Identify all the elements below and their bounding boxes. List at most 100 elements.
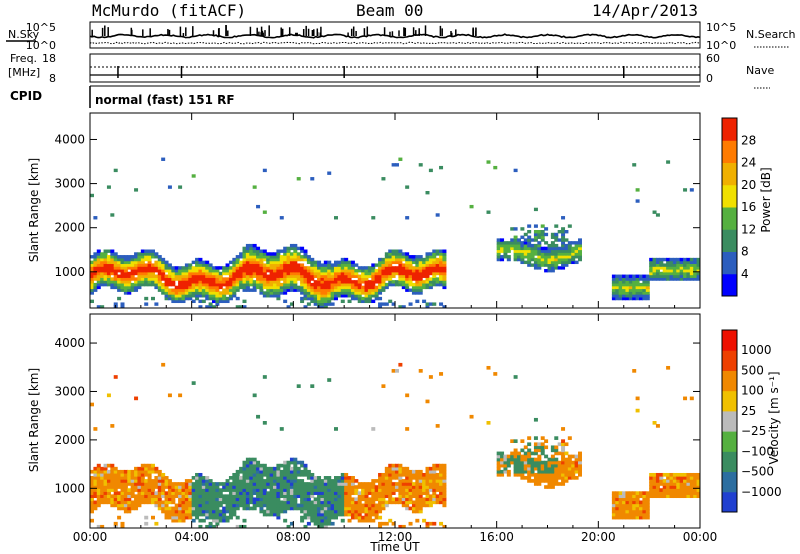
velocity-cell <box>212 482 216 486</box>
power-cell <box>323 269 328 273</box>
power-cell <box>540 246 545 251</box>
velocity-cell <box>303 472 308 477</box>
power-cell <box>296 288 301 292</box>
power-cell <box>672 269 677 273</box>
power-cell <box>540 224 545 228</box>
power-cell <box>293 263 298 267</box>
power-cell <box>652 274 657 278</box>
velocity-cell <box>391 466 396 471</box>
power-cell <box>157 266 162 270</box>
velocity-cell <box>144 497 149 502</box>
power-cell <box>405 260 410 265</box>
power-cell <box>232 263 237 267</box>
velocity-cell <box>130 503 135 508</box>
velocity-cell <box>259 466 264 471</box>
velocity-cell <box>188 515 193 520</box>
velocity-cell <box>259 472 264 477</box>
power-cell <box>557 230 562 234</box>
velocity-cell <box>408 506 413 511</box>
velocity-cell <box>198 500 203 505</box>
power-cell <box>164 291 169 295</box>
velocity-cell <box>167 479 172 483</box>
power-cell <box>167 271 172 276</box>
time-axis: 00:00 04:00 08:00 12:00 16:00 20:00 00:00 <box>73 113 717 544</box>
power-cell <box>520 257 525 262</box>
velocity-cell <box>306 521 311 526</box>
power-cell <box>561 263 566 267</box>
power-cell <box>154 255 159 259</box>
power-cell <box>127 285 132 290</box>
power-cell <box>398 271 403 276</box>
velocity-cell <box>425 503 430 508</box>
power-cell <box>103 266 108 270</box>
velocity-cell <box>425 466 430 471</box>
power-cell <box>374 263 379 267</box>
power-cell <box>174 277 179 281</box>
colorbar-swatch <box>722 251 737 275</box>
power-cell <box>273 271 277 276</box>
power-cell <box>361 285 366 290</box>
power-cell <box>198 285 203 290</box>
velocity-cell <box>283 482 288 486</box>
velocity-cell <box>317 512 322 517</box>
power-cell <box>188 294 193 298</box>
velocity-cell <box>235 497 240 502</box>
power-cell <box>371 263 376 267</box>
power-cell <box>127 255 132 259</box>
velocity-cell <box>215 488 220 492</box>
velocity-cell <box>550 460 555 465</box>
velocity-cell <box>669 479 674 483</box>
power-cell <box>537 255 542 259</box>
power-cell <box>540 263 545 267</box>
power-cell <box>517 238 521 242</box>
velocity-cell <box>286 466 291 471</box>
velocity-cell <box>354 503 359 508</box>
power-cell <box>391 249 396 253</box>
velocity-cell <box>235 472 240 477</box>
power-cell <box>622 280 627 284</box>
velocity-cell <box>337 491 342 495</box>
velocity-cell <box>533 417 538 422</box>
power-cell <box>523 241 528 245</box>
velocity-cell <box>415 497 420 502</box>
power-cell <box>113 168 118 173</box>
power-cell <box>381 257 386 262</box>
power-cell <box>503 252 508 256</box>
velocity-cell <box>401 469 406 474</box>
velocity-cell <box>195 476 200 480</box>
velocity-cell <box>113 491 118 495</box>
velocity-cell <box>252 463 257 468</box>
power-cell <box>330 269 335 273</box>
velocity-cell <box>276 506 281 511</box>
power-cell <box>154 282 159 287</box>
velocity-cell <box>303 509 308 514</box>
velocity-cell <box>618 497 623 502</box>
velocity-cell <box>93 482 98 486</box>
velocity-cell <box>540 445 545 450</box>
power-cell <box>361 266 366 270</box>
power-cell <box>323 302 328 306</box>
velocity-cell <box>544 476 549 480</box>
power-cell <box>215 282 220 287</box>
velocity-cell <box>228 494 233 499</box>
power-cell <box>181 271 186 276</box>
velocity-cell <box>367 509 372 514</box>
velocity-cell <box>415 482 420 486</box>
velocity-cell <box>225 518 230 523</box>
power-cell <box>286 266 291 270</box>
velocity-cell <box>184 503 189 508</box>
velocity-cell <box>225 479 230 483</box>
power-cell <box>106 260 111 265</box>
power-cell <box>300 249 305 253</box>
power-cell <box>439 249 444 253</box>
velocity-cell <box>550 469 555 474</box>
power-cell <box>100 269 105 273</box>
power-cell <box>557 249 562 253</box>
power-cell <box>408 260 413 265</box>
velocity-cell <box>110 494 115 499</box>
power-cell <box>201 274 206 278</box>
power-cell <box>140 274 145 278</box>
power-cell <box>398 282 403 287</box>
velocity-cell <box>439 491 444 495</box>
colorbar-tick-label: 28 <box>741 133 756 147</box>
